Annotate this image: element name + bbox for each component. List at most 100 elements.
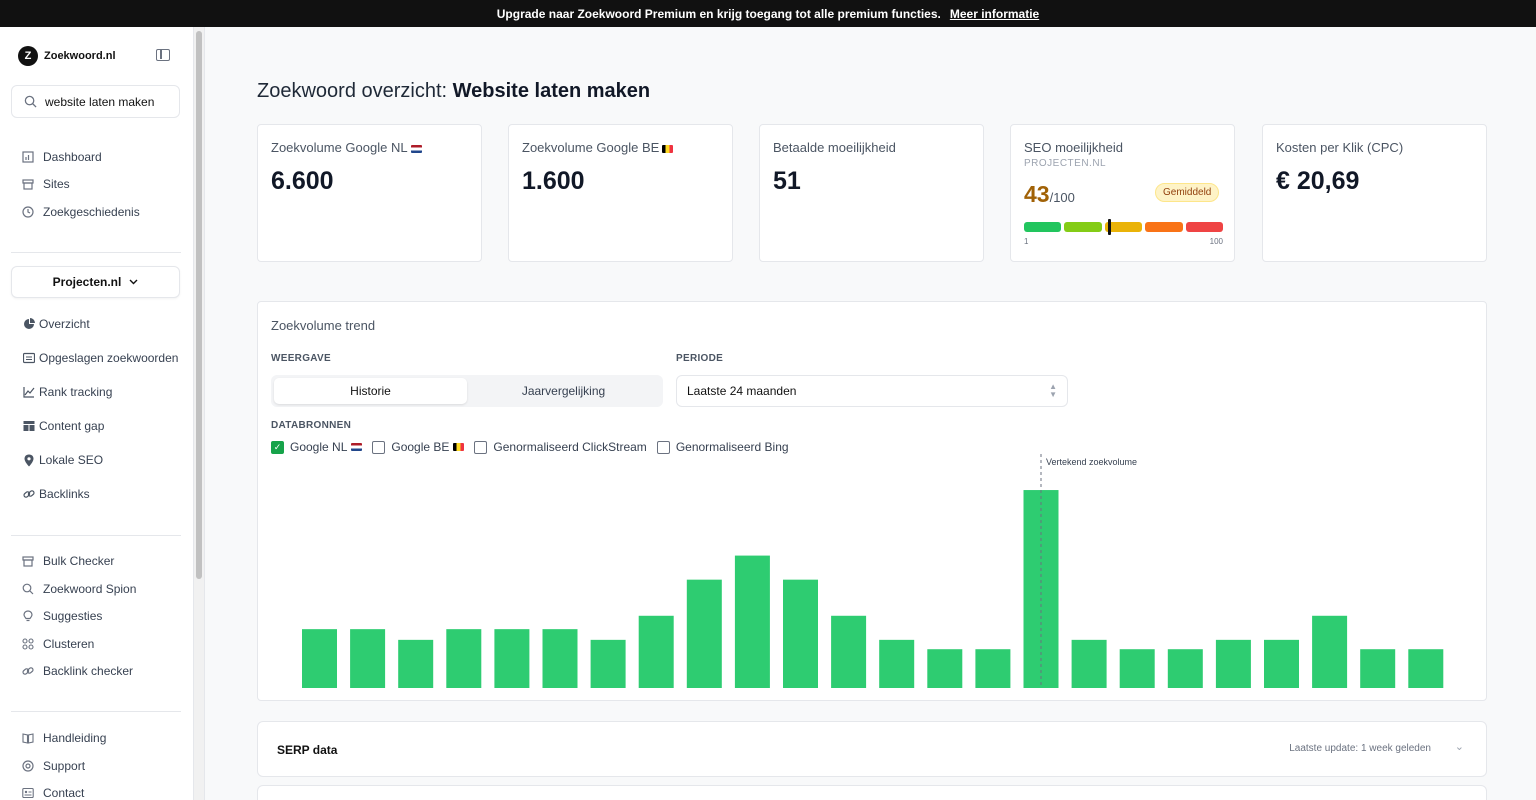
checkbox-icon[interactable] — [474, 440, 488, 454]
sidebar-item-label: Zoekwoord Spion — [43, 582, 137, 596]
flag-be-icon — [662, 144, 674, 153]
sidebar-item-bulk-checker[interactable]: Bulk Checker — [21, 552, 114, 570]
sidebar-item-label: Dashboard — [43, 150, 102, 164]
bulb-icon — [21, 610, 34, 623]
sidebar-item-lokale-seo[interactable]: Lokale SEO — [22, 451, 103, 469]
chevron-down-icon — [129, 279, 138, 285]
chart-bar[interactable] — [638, 615, 674, 688]
chart-bar[interactable] — [783, 579, 818, 688]
card-label-text: Zoekvolume Google BE — [522, 140, 660, 155]
source-label: Genormaliseerd ClickStream — [493, 440, 647, 454]
updown-chevron-icon: ▲ ▼ — [1049, 382, 1057, 399]
chart-bar[interactable] — [1312, 615, 1348, 688]
sidebar-item-opgeslagen[interactable]: Opgeslagen zoekwoorden — [22, 349, 178, 367]
periode-label: PERIODE — [676, 353, 724, 364]
chart-bar[interactable] — [1264, 639, 1299, 688]
chart-bar[interactable] — [350, 629, 386, 688]
sidebar-item-backlink-checker[interactable]: Backlink checker — [21, 662, 133, 680]
difficulty-marker — [1108, 219, 1112, 235]
chart-bar[interactable] — [686, 579, 722, 688]
sidebar-item-label: Overzicht — [39, 317, 90, 331]
difficulty-segment — [1064, 222, 1102, 232]
sidebar-item-dashboard[interactable]: Dashboard — [21, 148, 102, 166]
chart-bar[interactable] — [590, 639, 626, 688]
logo-mark-icon: Z — [18, 46, 38, 66]
chart-bar[interactable] — [446, 629, 482, 688]
chart-bar[interactable] — [734, 555, 770, 688]
sidebar-item-overzicht[interactable]: Overzicht — [22, 315, 90, 333]
link-icon — [22, 488, 35, 501]
search-input[interactable]: website laten maken — [11, 85, 180, 118]
chart-bar[interactable] — [1167, 649, 1203, 688]
page-title-keyword: Website laten maken — [452, 80, 651, 102]
source-label: Google NL — [290, 440, 348, 454]
sidebar-item-zoekgeschiedenis[interactable]: Zoekgeschiedenis — [21, 203, 140, 221]
period-select[interactable]: Laatste 24 maanden ▲ ▼ — [676, 375, 1068, 407]
flag-nl-icon — [410, 144, 422, 153]
sidebar-item-label: Lokale SEO — [39, 453, 104, 467]
chart-bar[interactable] — [398, 639, 434, 688]
pin-icon — [22, 454, 35, 467]
chevron-down-icon[interactable]: ⌄ — [1454, 741, 1464, 753]
sidebar-item-rank-tracking[interactable]: Rank tracking — [22, 383, 112, 401]
difficulty-scale — [1024, 222, 1224, 232]
banner-link[interactable]: Meer informatie — [949, 6, 1040, 21]
page-title-prefix: Zoekwoord overzicht: — [257, 80, 448, 102]
chart-bar[interactable] — [1360, 649, 1396, 688]
search-icon — [21, 583, 34, 596]
sidebar-item-label: Content gap — [39, 419, 105, 433]
project-select[interactable]: Projecten.nl — [11, 266, 180, 298]
source-google-nl[interactable]: ✓ Google NL — [271, 440, 363, 454]
search-value: website laten maken — [45, 94, 155, 109]
chart-bar[interactable] — [879, 639, 915, 688]
sidebar-divider — [11, 711, 181, 712]
checkbox-checked-icon[interactable]: ✓ — [271, 440, 284, 454]
tab-jaarvergelijking[interactable]: Jaarvergelijking — [521, 384, 606, 398]
chart-bar[interactable] — [1071, 639, 1107, 688]
card-label: Kosten per Klik (CPC) — [1276, 140, 1404, 155]
serp-data-panel[interactable]: SERP data Laatste update: 1 week geleden… — [257, 721, 1487, 777]
card-google-be: Zoekvolume Google BE 1.600 — [508, 124, 733, 262]
sidebar-item-sites[interactable]: Sites — [21, 175, 70, 193]
sidebar-item-content-gap[interactable]: Content gap — [22, 417, 104, 435]
source-bing[interactable]: Genormaliseerd Bing — [656, 440, 789, 454]
chart-bar[interactable] — [975, 649, 1011, 688]
logo[interactable]: Z Zoekwoord.nl — [18, 46, 116, 66]
sidebar-item-suggesties[interactable]: Suggesties — [21, 607, 102, 625]
sidebar-toggle-icon[interactable] — [156, 49, 170, 61]
checkbox-icon[interactable] — [656, 440, 670, 454]
sidebar-item-handleiding[interactable]: Handleiding — [21, 729, 106, 747]
section-title: SERP data — [277, 743, 338, 757]
sidebar-scrollbar[interactable] — [194, 27, 205, 800]
card-value: 51 — [773, 167, 801, 195]
sidebar-item-backlinks[interactable]: Backlinks — [22, 485, 90, 503]
chart-bar[interactable] — [302, 629, 337, 688]
clock-icon — [21, 206, 34, 219]
flag-be-icon — [453, 443, 465, 451]
chart-bar[interactable] — [1215, 639, 1251, 688]
sidebar-item-label: Handleiding — [43, 731, 107, 745]
tab-historie[interactable]: Historie — [274, 378, 467, 404]
checkbox-icon[interactable] — [372, 440, 386, 454]
flag-nl-icon — [351, 443, 363, 451]
chart-bar[interactable] — [831, 615, 867, 688]
source-clickstream[interactable]: Genormaliseerd ClickStream — [474, 440, 647, 454]
chart-bar[interactable] — [1408, 649, 1444, 688]
sidebar-item-label: Zoekgeschiedenis — [43, 205, 140, 219]
chart-bar[interactable] — [1023, 490, 1059, 688]
chart-bar[interactable] — [1119, 649, 1155, 688]
sidebar-item-clusteren[interactable]: Clusteren — [21, 635, 94, 653]
sidebar-item-zoekwoord-spion[interactable]: Zoekwoord Spion — [21, 580, 136, 598]
search-volume-trend-panel: Zoekvolume trend WEERGAVE Historie Jaarv… — [257, 301, 1487, 701]
sidebar-item-support[interactable]: Support — [21, 757, 85, 775]
sidebar-item-label: Clusteren — [43, 637, 95, 651]
next-panel — [257, 785, 1487, 800]
chart-bar[interactable] — [494, 629, 530, 688]
chart-bar[interactable] — [927, 649, 963, 688]
chart-icon — [21, 151, 34, 164]
chart-bar[interactable] — [542, 629, 578, 688]
scrollbar-thumb[interactable] — [196, 31, 202, 579]
card-label: Zoekvolume Google NL — [271, 140, 468, 155]
sidebar-item-contact[interactable]: Contact — [21, 784, 84, 800]
source-google-be[interactable]: Google BE — [372, 440, 465, 454]
